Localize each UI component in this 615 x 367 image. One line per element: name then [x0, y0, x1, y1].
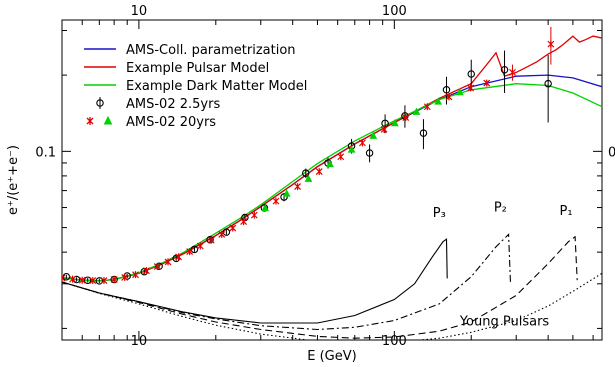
legend-item-5: AMS-02 20yrs: [86, 115, 216, 130]
data-point-20yrs: [69, 275, 76, 283]
data-point-20yrs: [347, 145, 356, 153]
data-point-2.5yrs: [206, 235, 214, 244]
data-point-2.5yrs: [222, 228, 231, 236]
data-point-20yrs: [467, 84, 475, 92]
data-point-20yrs: [423, 103, 431, 111]
annotation-2: P₂: [494, 200, 507, 215]
data-point-20yrs: [326, 159, 334, 168]
data-point-20yrs: [132, 271, 139, 279]
data-point-20yrs: [121, 273, 129, 281]
data-point-2.5yrs: [500, 65, 509, 74]
series-line-3: [62, 83, 602, 282]
data-point-20yrs: [402, 114, 410, 122]
y-tick-label-right: 0.1: [608, 145, 615, 160]
data-point-2.5yrs: [544, 79, 552, 88]
data-point-2.5yrs: [467, 70, 475, 78]
legend-label: Example Dark Matter Model: [126, 79, 307, 94]
data-points: [62, 26, 555, 285]
curve-annotations: P₃ P₂ P₁ Young Pulsars: [433, 200, 573, 329]
data-point-20yrs: [445, 93, 453, 101]
series-line-6: [62, 235, 578, 339]
data-point-20yrs: [240, 218, 248, 226]
data-point-20yrs: [391, 118, 399, 127]
series-line-4: [62, 238, 448, 324]
data-point-20yrs: [509, 68, 516, 76]
x-tick-label-top: 100: [382, 4, 407, 19]
data-point-20yrs: [196, 242, 204, 250]
data-point-20yrs: [315, 168, 323, 176]
legend-item-3: Example Dark Matter Model: [84, 79, 307, 94]
legend-item-1: AMS-Coll. parametrization: [84, 43, 296, 58]
data-point-20yrs: [483, 79, 491, 87]
data-point-20yrs: [229, 224, 237, 232]
x-axis-label: E (GeV): [307, 349, 356, 364]
data-point-20yrs: [218, 230, 226, 238]
data-point-20yrs: [434, 97, 443, 105]
axis-ticks: [61, 20, 602, 340]
data-point-20yrs: [100, 277, 108, 285]
legend-swatch-alt: [103, 115, 113, 125]
legend: AMS-Coll. parametrization Example Pulsar …: [84, 43, 307, 130]
data-point-2.5yrs: [280, 193, 288, 201]
data-point-20yrs: [261, 203, 269, 212]
data-point-20yrs: [282, 189, 291, 197]
legend-label: AMS-02 2.5yrs: [126, 97, 220, 112]
series-line-7: [62, 272, 602, 340]
data-point-2.5yrs: [302, 169, 310, 177]
data-point-20yrs: [62, 274, 66, 282]
data-point-20yrs: [153, 263, 161, 271]
data-point-20yrs: [412, 107, 421, 115]
tick-labels: 10 10 100 100 0.1 0.1: [35, 4, 615, 349]
data-point-20yrs: [337, 153, 345, 161]
data-point-20yrs: [304, 174, 313, 182]
plot-frame: [61, 19, 603, 341]
data-point-2.5yrs: [381, 119, 389, 128]
data-point-20yrs: [186, 248, 194, 256]
x-tick-label: 10: [131, 334, 148, 349]
data-point-20yrs: [175, 253, 183, 261]
data-point-20yrs: [89, 277, 97, 285]
y-tick-label: 0.1: [35, 145, 56, 160]
data-point-20yrs: [547, 40, 555, 48]
data-point-2.5yrs: [83, 276, 92, 284]
x-tick-label-top: 10: [131, 4, 148, 19]
data-point-2.5yrs: [95, 277, 104, 285]
data-point-20yrs: [455, 87, 464, 96]
legend-swatch: [96, 99, 104, 107]
annotation-3: P₁: [559, 204, 572, 219]
legend-label: Example Pulsar Model: [126, 61, 269, 76]
data-point-20yrs: [142, 267, 150, 275]
legend-item-4: AMS-02 2.5yrs: [96, 97, 220, 112]
data-point-20yrs: [250, 211, 258, 219]
data-point-2.5yrs: [365, 149, 374, 157]
data-point-2.5yrs: [155, 262, 163, 270]
data-point-2.5yrs: [442, 86, 451, 94]
data-point-20yrs: [380, 125, 388, 133]
legend-item-2: Example Pulsar Model: [84, 61, 269, 76]
annotation-1: P₃: [433, 206, 446, 221]
series-line-5: [62, 233, 512, 331]
data-point-20yrs: [164, 258, 172, 266]
data-point-20yrs: [369, 131, 378, 139]
x-tick-label: 100: [382, 334, 407, 349]
legend-label: AMS-Coll. parametrization: [126, 43, 296, 58]
legend-swatch: [86, 117, 94, 125]
data-point-20yrs: [207, 236, 215, 244]
annotation-4: Young Pulsars: [459, 315, 550, 330]
data-point-20yrs: [272, 197, 280, 205]
legend-label: AMS-02 20yrs: [126, 115, 216, 130]
data-point-20yrs: [359, 139, 366, 147]
data-point-20yrs: [294, 183, 301, 191]
data-point-20yrs: [110, 275, 118, 283]
data-point-20yrs: [78, 276, 86, 284]
data-point-2.5yrs: [419, 129, 428, 137]
y-axis-label: e⁺/(e⁺+e⁻): [6, 145, 21, 215]
